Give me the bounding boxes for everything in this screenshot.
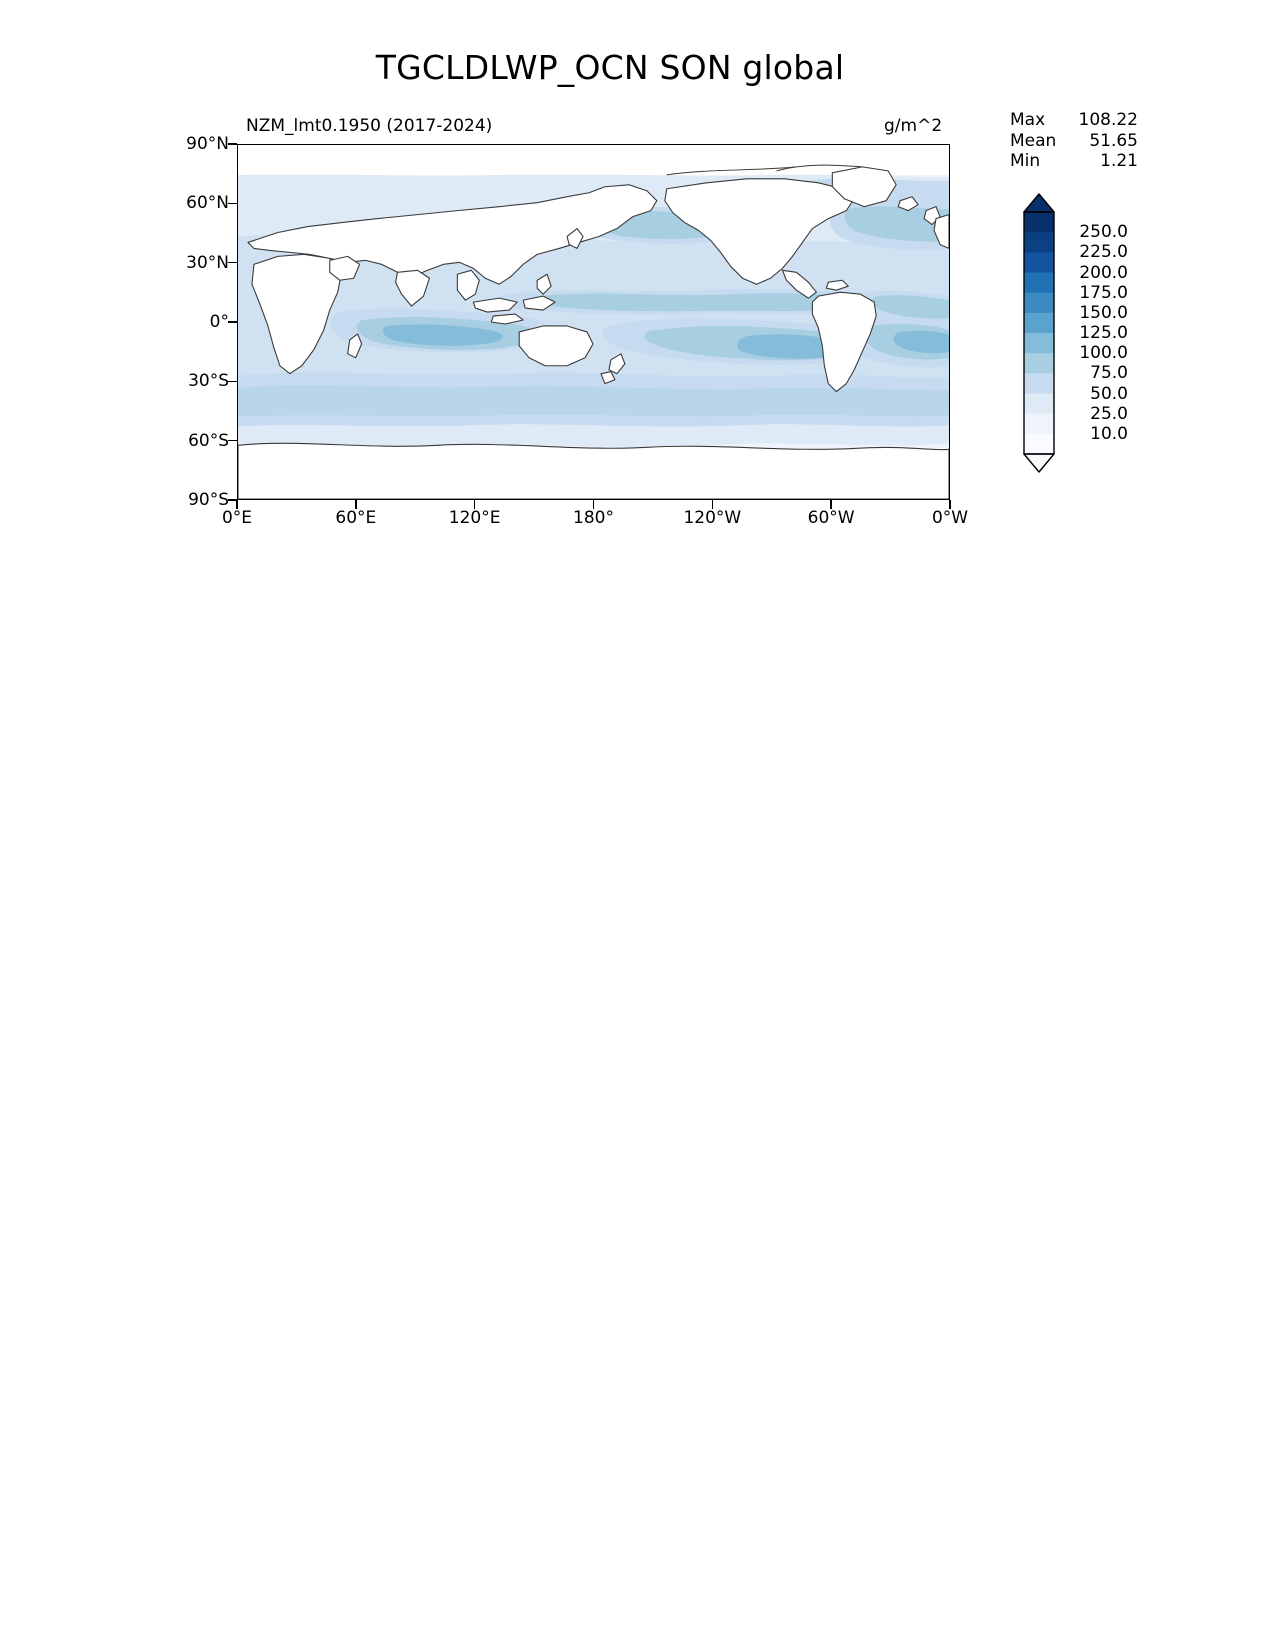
colorbar-tick-label: 10.0 (1090, 423, 1128, 444)
stat-row-mean: Mean 51.65 (1010, 131, 1138, 152)
y-axis-ticks (228, 143, 238, 501)
colorbar-tick-label: 50.0 (1090, 383, 1128, 404)
colorbar-frame (1023, 211, 1055, 455)
stat-label-mean: Mean (1010, 130, 1057, 151)
y-tick-label: 30°S (188, 371, 229, 392)
x-tick-mark (949, 500, 951, 509)
y-tick-label: 0° (209, 312, 229, 332)
colorbar-band (1024, 252, 1054, 274)
x-tick-mark (355, 500, 357, 509)
subtitle-left: NZM_lmt0.1950 (2017-2024) (246, 116, 493, 136)
colorbar-svg (1023, 193, 1055, 473)
colorbar-tick-label: 25.0 (1090, 403, 1128, 424)
y-tick-label: 90°S (188, 490, 229, 510)
colorbar-top-arrow (1023, 193, 1055, 213)
x-tick-label: 120°E (448, 508, 501, 528)
colorbar-tick-label: 225.0 (1079, 242, 1128, 263)
y-tick-mark (228, 202, 237, 205)
stat-label-min: Min (1010, 151, 1041, 171)
colorbar-tick-label: 250.0 (1079, 222, 1128, 243)
statistics-block: Max 108.22 Mean 51.65 Min 1.21 (1010, 110, 1138, 172)
stat-value-max: 108.22 (1078, 110, 1138, 130)
colorbar-band (1024, 373, 1054, 395)
colorbar-band (1024, 212, 1054, 233)
y-tick-mark (228, 499, 237, 501)
map-svg (238, 145, 949, 499)
colorbar-band (1024, 292, 1054, 314)
y-tick-label: 30°N (186, 252, 229, 273)
units-label: g/m^2 (884, 116, 943, 136)
y-tick-mark (228, 439, 237, 442)
x-tick-mark (473, 500, 476, 509)
x-axis-ticks (236, 500, 951, 510)
x-tick-label: 60°E (335, 508, 377, 528)
stat-value-min: 1.21 (1100, 151, 1138, 171)
colorbar-band (1024, 413, 1054, 435)
x-tick-label: 120°W (683, 508, 742, 528)
colorbar-band (1024, 272, 1054, 294)
page-title: TGCLDLWP_OCN SON global (375, 48, 845, 87)
colorbar-band (1024, 433, 1054, 455)
colorbar-band (1024, 333, 1054, 354)
x-tick-mark (830, 500, 832, 509)
colorbar-tick-label: 100.0 (1079, 343, 1128, 364)
colorbar-band (1024, 232, 1054, 253)
y-tick-mark (228, 321, 237, 323)
x-tick-mark (711, 500, 714, 509)
colorbar-tick-label: 150.0 (1079, 302, 1128, 323)
colorbar-tick-label: 75.0 (1090, 363, 1128, 384)
x-tick-mark (592, 500, 595, 509)
y-tick-label: 90°N (186, 134, 229, 154)
y-tick-label: 60°N (186, 193, 229, 214)
x-tick-label: 0°W (931, 508, 969, 528)
colorbar-band (1024, 393, 1054, 415)
stat-row-min: Min 1.21 (1010, 151, 1138, 172)
x-tick-mark (236, 500, 238, 509)
colorbar-tick-label: 125.0 (1079, 323, 1128, 343)
x-tick-label: 180° (573, 508, 614, 528)
x-tick-label: 0°E (221, 508, 253, 528)
colorbar-bottom-arrow (1023, 453, 1055, 473)
colorbar-band (1024, 353, 1054, 374)
map-plot-area (237, 144, 950, 500)
stat-row-max: Max 108.22 (1010, 110, 1138, 131)
y-axis-labels: 90°N 60°N 30°N 0° 30°S 60°S 90°S (155, 134, 229, 510)
x-tick-label: 60°W (807, 508, 855, 528)
colorbar-tick-label: 200.0 (1079, 262, 1128, 283)
y-tick-mark (228, 143, 237, 145)
stat-label-max: Max (1010, 110, 1046, 130)
y-tick-label: 60°S (188, 430, 229, 451)
y-tick-mark (228, 380, 237, 383)
ocean-contour-layer (238, 145, 949, 499)
x-axis-labels: 0°E 60°E 120°E 180° 120°W 60°W 0°W (222, 508, 968, 534)
colorbar-band (1024, 312, 1054, 334)
y-tick-mark (228, 261, 237, 264)
stat-value-mean: 51.65 (1089, 130, 1138, 151)
colorbar-tick-label: 175.0 (1079, 282, 1128, 303)
colorbar: 250.0 225.0 200.0 175.0 150.0 125.0 100.0 75.0 5… (1010, 192, 1142, 474)
